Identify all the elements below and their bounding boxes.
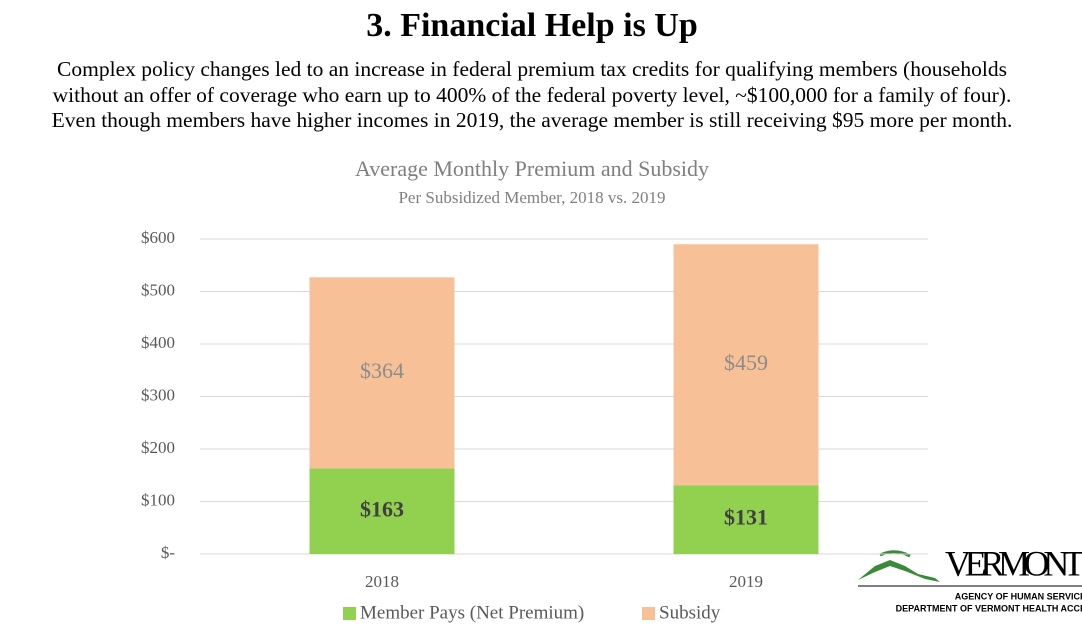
data-label: $163 bbox=[360, 496, 404, 521]
legend-swatch bbox=[343, 607, 356, 620]
data-label: $364 bbox=[360, 358, 404, 383]
logo-line: AGENCY OF HUMAN SERVICES bbox=[955, 591, 1082, 601]
description-line: without an offer of coverage who earn up… bbox=[53, 83, 1012, 107]
description-line: Complex policy changes led to an increas… bbox=[57, 57, 1007, 81]
legend-label: Member Pays (Net Premium) bbox=[360, 602, 584, 623]
x-tick-label: 2018 bbox=[365, 572, 399, 591]
y-tick-label: $100 bbox=[141, 490, 175, 509]
y-tick-label: $200 bbox=[141, 438, 175, 457]
bar-segment bbox=[673, 485, 819, 554]
legend-swatch bbox=[642, 607, 655, 620]
y-tick-label: $300 bbox=[141, 385, 175, 404]
y-tick-label: $600 bbox=[141, 228, 175, 247]
bar-segment bbox=[673, 244, 819, 486]
x-tick-label: 2019 bbox=[729, 572, 763, 591]
logo-line: DEPARTMENT OF VERMONT HEALTH ACCESS bbox=[896, 603, 1082, 613]
chart-subtitle: Per Subsidized Member, 2018 vs. 2019 bbox=[398, 188, 665, 207]
y-tick-label: $500 bbox=[141, 280, 175, 299]
logo: VERMONT AGENCY OF HUMAN SERVICES DEPARTM… bbox=[858, 543, 1082, 613]
chart-title: Average Monthly Premium and Subsidy bbox=[355, 156, 709, 181]
data-label: $131 bbox=[724, 505, 768, 530]
slide-title: 3. Financial Help is Up bbox=[366, 7, 698, 44]
bar-segment bbox=[309, 468, 455, 554]
logo-name: VERMONT bbox=[945, 543, 1082, 583]
y-tick-label: $- bbox=[161, 543, 176, 562]
data-label: $459 bbox=[724, 350, 768, 375]
description-line: Even though members have higher incomes … bbox=[52, 108, 1013, 132]
logo-mountain bbox=[858, 560, 940, 582]
y-tick-label: $400 bbox=[141, 333, 175, 352]
legend-label: Subsidy bbox=[659, 602, 721, 623]
bar-segment bbox=[309, 277, 455, 469]
